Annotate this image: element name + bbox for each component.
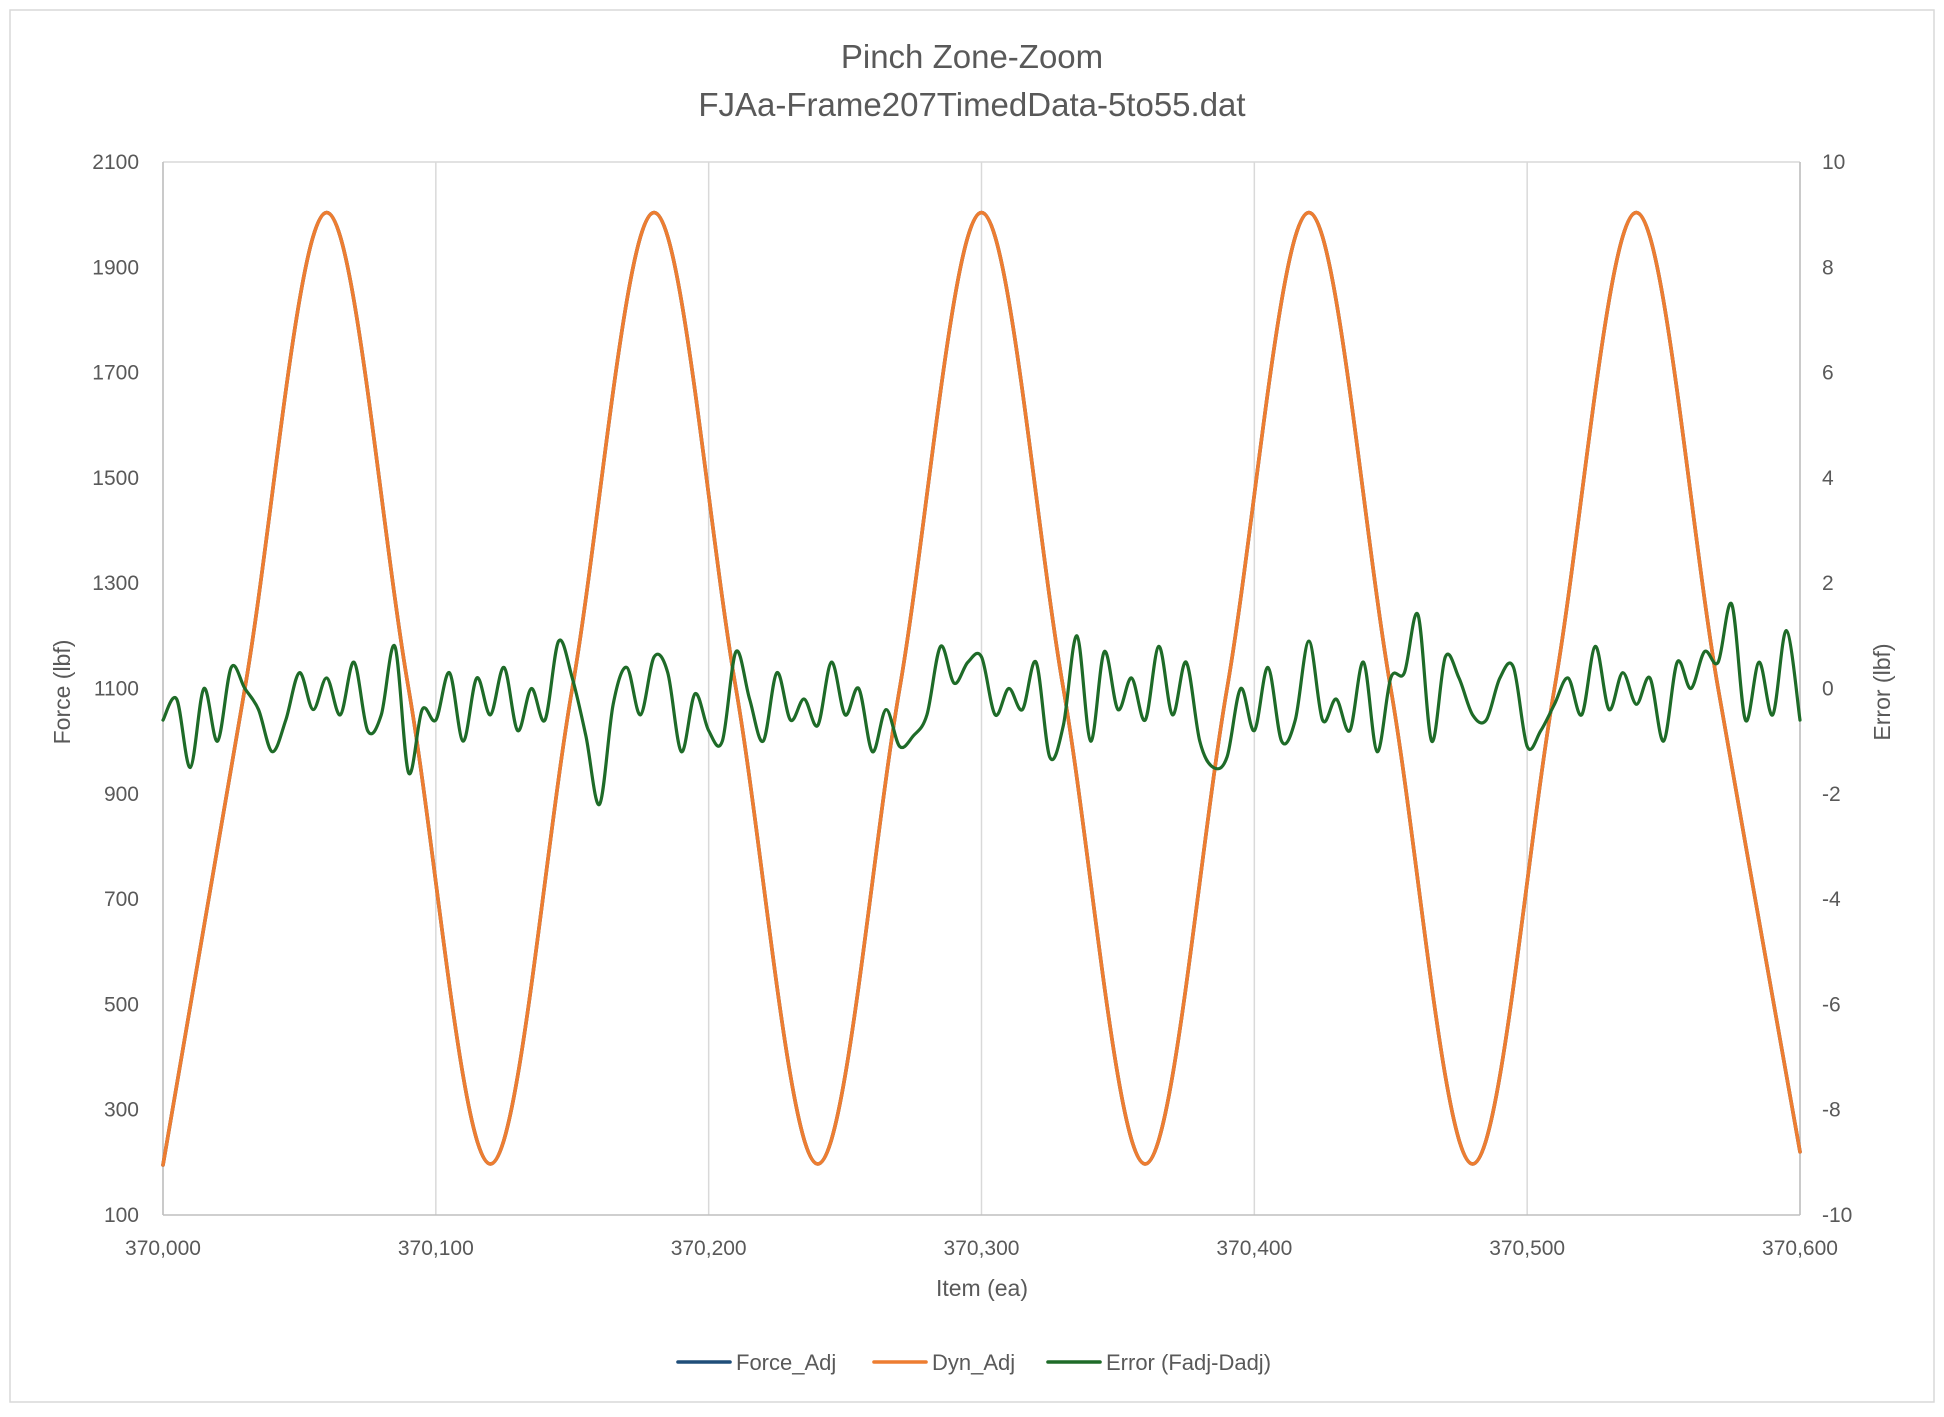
y-tick-label: 1700 xyxy=(92,362,139,385)
y2-tick-label: 6 xyxy=(1822,362,1834,385)
y-tick-label: 1500 xyxy=(92,467,139,490)
y2-tick-label: 4 xyxy=(1822,467,1834,490)
legend-item-dyn-adj: Dyn_Adj xyxy=(872,1350,1015,1375)
y2-tick-label: -10 xyxy=(1822,1204,1852,1227)
y2-tick-label: -6 xyxy=(1822,993,1841,1016)
legend-item-error: Error (Fadj-Dadj) xyxy=(1046,1350,1271,1375)
y-tick-label: 100 xyxy=(104,1204,139,1227)
y2-axis-label: Error (lbf) xyxy=(1869,643,1895,740)
series-line-error xyxy=(161,601,1802,806)
y-tick-label: 2100 xyxy=(92,151,139,174)
y2-tick-label: -8 xyxy=(1822,1099,1841,1122)
x-tick-label: 370,400 xyxy=(1216,1237,1292,1260)
legend-label: Dyn_Adj xyxy=(932,1350,1015,1375)
y2-tick-label: -4 xyxy=(1822,888,1841,911)
axis-layer xyxy=(162,162,1801,1216)
y2-tick-label: 2 xyxy=(1822,572,1834,595)
y-tick-label: 1900 xyxy=(92,256,139,279)
y2-tick-label: 10 xyxy=(1822,151,1845,174)
legend-label: Error (Fadj-Dadj) xyxy=(1106,1350,1271,1375)
series-layer xyxy=(161,210,1802,1167)
x-tick-label: 370,600 xyxy=(1762,1237,1838,1260)
chart-border xyxy=(9,9,1935,1403)
y-axis-label: Force (lbf) xyxy=(49,640,75,745)
chart-subtitle: FJAa-Frame207TimedData-5to55.dat xyxy=(698,86,1245,123)
x-tick-label: 370,100 xyxy=(398,1237,474,1260)
y-tick-label: 500 xyxy=(104,993,139,1016)
y-tick-label: 1100 xyxy=(94,678,139,701)
legend-label: Force_Adj xyxy=(736,1350,836,1375)
y-tick-label: 300 xyxy=(104,1099,139,1122)
x-tick-label: 370,300 xyxy=(944,1237,1020,1260)
x-axis-label: Item (ea) xyxy=(936,1275,1028,1301)
y-tick-label: 900 xyxy=(104,783,139,806)
tick-layer: 370,000 370,100 370,200 370,300 370,400 370,5… xyxy=(92,151,1852,1260)
x-tick-label: 370,200 xyxy=(671,1237,747,1260)
x-tick-label: 370,500 xyxy=(1489,1237,1565,1260)
legend-item-force-adj: Force_Adj xyxy=(676,1350,836,1375)
series-line-dyn-adj xyxy=(161,210,1802,1167)
y-tick-label: 1300 xyxy=(92,572,139,595)
y2-tick-label: 0 xyxy=(1822,678,1834,701)
y-tick-label: 700 xyxy=(104,888,139,911)
y2-tick-label: 8 xyxy=(1822,256,1834,279)
x-tick-label: 370,000 xyxy=(125,1237,201,1260)
y2-tick-label: -2 xyxy=(1822,783,1841,806)
legend: Force_Adj Dyn_Adj Error (Fadj-Dadj) xyxy=(676,1350,1271,1375)
chart-title: Pinch Zone-Zoom xyxy=(841,38,1103,75)
